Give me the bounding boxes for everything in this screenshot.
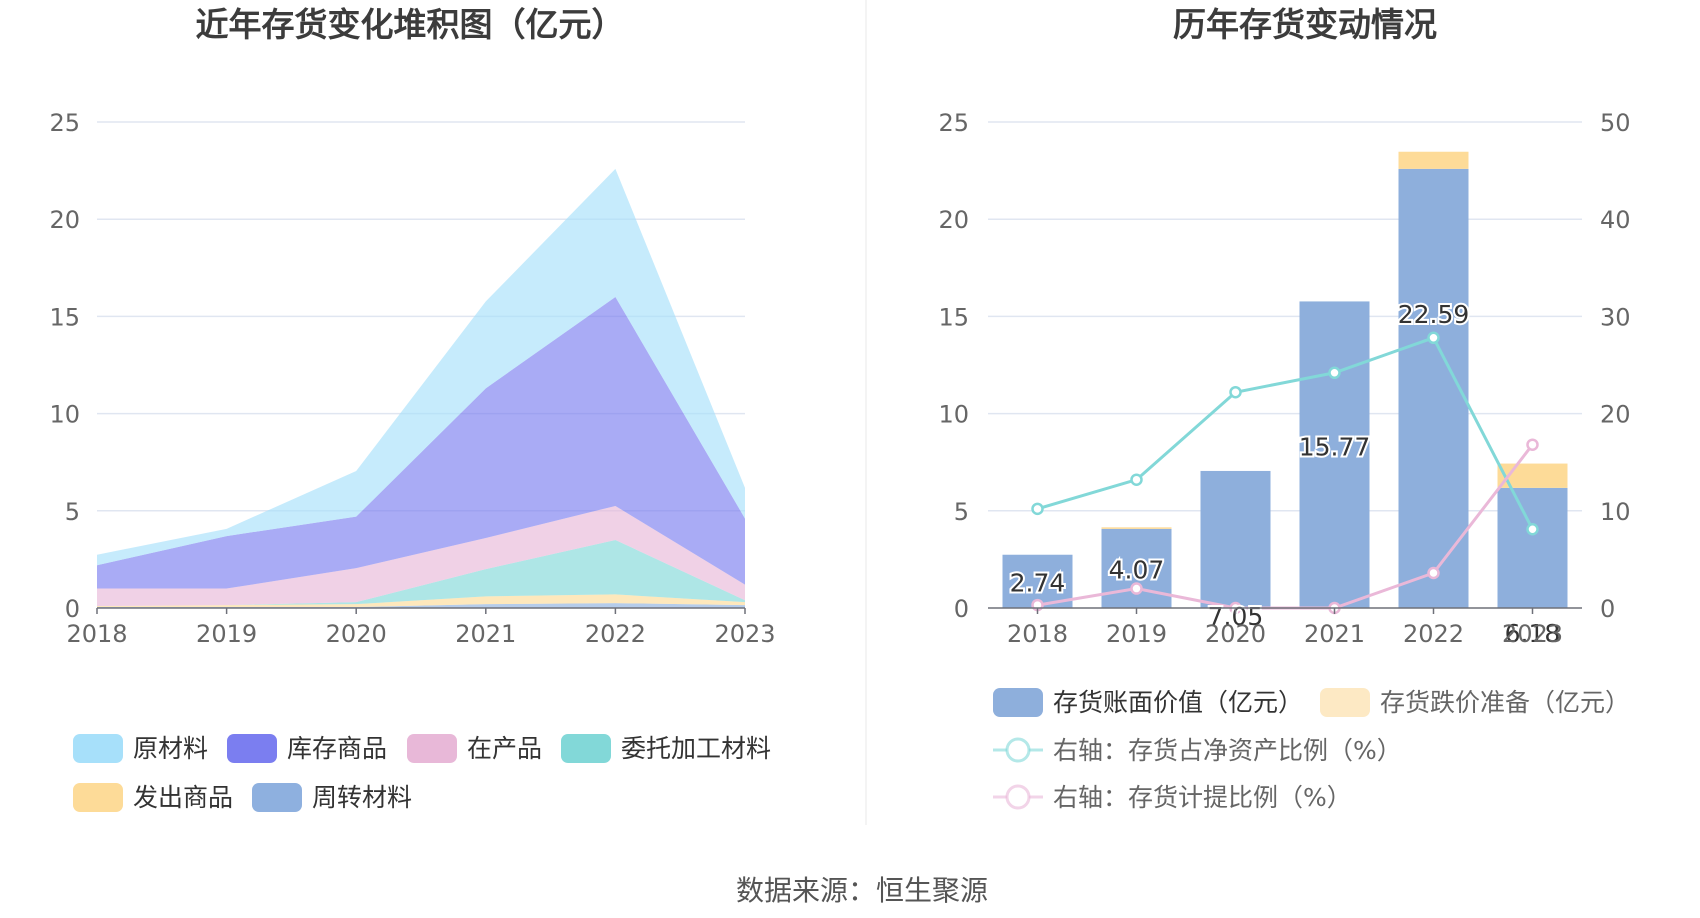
right-left-y-tick-label: 0 bbox=[954, 595, 969, 623]
legend-marker bbox=[1005, 784, 1031, 810]
legend-swatch bbox=[561, 734, 611, 763]
left-y-tick-label: 0 bbox=[65, 595, 80, 623]
right-legend-item[interactable]: 右轴：存货计提比例（%） bbox=[993, 783, 1352, 812]
bar-data-label: 7.05 bbox=[1208, 602, 1264, 631]
left-x-tick-label: 2022 bbox=[585, 620, 646, 648]
left-y-tick-label: 5 bbox=[65, 498, 80, 526]
bar-book-value bbox=[1497, 487, 1568, 608]
legend-swatch bbox=[227, 734, 277, 763]
legend-label: 库存商品 bbox=[287, 734, 387, 763]
left-legend-item[interactable]: 周转材料 bbox=[252, 783, 412, 812]
right-right-y-tick-label: 20 bbox=[1600, 401, 1631, 429]
inventory-change-combo-chart: 历年存货变动情况 0 5 10 15 20 25 0 10 20 30 40 50 2.74 4.07 7… bbox=[938, 5, 1630, 812]
bar-impairment-reserve bbox=[1398, 151, 1469, 169]
legend-label: 右轴：存货计提比例（%） bbox=[1053, 783, 1352, 812]
left-x-tick-label: 2021 bbox=[455, 620, 516, 648]
legend-swatch bbox=[252, 783, 302, 812]
left-chart-title: 近年存货变化堆积图（亿元） bbox=[196, 5, 625, 44]
bar-book-value bbox=[1200, 470, 1271, 608]
right-x-tick-label: 2020 bbox=[1205, 620, 1266, 648]
legend-label: 存货跌价准备（亿元） bbox=[1380, 688, 1630, 717]
left-y-tick-label: 10 bbox=[49, 401, 80, 429]
line-point bbox=[1427, 566, 1440, 580]
right-right-y-tick-label: 30 bbox=[1600, 303, 1631, 331]
area-series-2 bbox=[97, 539, 745, 607]
line-point bbox=[1526, 523, 1539, 536]
legend-swatch bbox=[73, 783, 123, 812]
left-x-tick-label: 2020 bbox=[326, 620, 387, 648]
area-series-5 bbox=[97, 168, 745, 566]
right-right-y-tick-label: 0 bbox=[1600, 595, 1615, 623]
right-x-tick-label: 2023 bbox=[1502, 620, 1563, 648]
left-x-tick-label: 2023 bbox=[714, 620, 775, 648]
legend-swatch bbox=[1320, 688, 1370, 717]
right-legend-item[interactable]: 存货跌价准备（亿元） bbox=[1320, 688, 1630, 717]
right-left-y-tick-label: 15 bbox=[938, 303, 969, 331]
legend-label: 在产品 bbox=[467, 734, 542, 763]
right-legend-item[interactable]: 右轴：存货占净资产比例（%） bbox=[993, 736, 1402, 765]
left-x-tick-label: 2018 bbox=[66, 620, 127, 648]
legend-label: 右轴：存货占净资产比例（%） bbox=[1053, 736, 1402, 765]
line-point bbox=[1328, 366, 1341, 380]
bar-data-label: 22.59 bbox=[1398, 300, 1470, 329]
bar-book-value bbox=[1398, 168, 1469, 608]
legend-label: 周转材料 bbox=[312, 783, 412, 812]
area-series-4 bbox=[97, 296, 745, 589]
left-y-tick-label: 20 bbox=[49, 206, 80, 234]
bar-book-value bbox=[1299, 301, 1370, 608]
bar-data-label: 15.77 bbox=[1299, 432, 1371, 461]
right-left-y-tick-label: 10 bbox=[938, 401, 969, 429]
left-legend-item[interactable]: 在产品 bbox=[407, 734, 542, 763]
left-legend-item[interactable]: 委托加工材料 bbox=[561, 734, 771, 763]
legend-swatch bbox=[407, 734, 457, 763]
right-chart-title: 历年存货变动情况 bbox=[1173, 5, 1437, 44]
left-legend-item[interactable]: 原材料 bbox=[73, 734, 208, 763]
bar-data-label: 2.74 bbox=[1010, 568, 1066, 597]
left-legend-item[interactable]: 库存商品 bbox=[227, 734, 387, 763]
legend-marker bbox=[1005, 737, 1031, 763]
bar-data-label: 6.18 bbox=[1505, 619, 1561, 648]
legend-swatch bbox=[73, 734, 123, 763]
right-x-tick-label: 2019 bbox=[1106, 620, 1167, 648]
line-series-0 bbox=[1037, 335, 1534, 530]
line-point bbox=[1130, 473, 1143, 486]
legend-label: 委托加工材料 bbox=[621, 734, 771, 763]
right-x-tick-label: 2021 bbox=[1304, 620, 1365, 648]
area-series-3 bbox=[97, 505, 745, 607]
data-source-note: 数据来源：恒生聚源 bbox=[736, 874, 988, 907]
legend-swatch bbox=[993, 688, 1043, 717]
right-left-y-tick-label: 20 bbox=[938, 206, 969, 234]
area-series-1 bbox=[97, 594, 745, 608]
right-right-y-tick-label: 50 bbox=[1600, 109, 1631, 137]
right-right-y-tick-label: 10 bbox=[1600, 498, 1631, 526]
line-point bbox=[1130, 582, 1143, 595]
line-point bbox=[1427, 331, 1440, 345]
bar-book-value bbox=[1101, 528, 1172, 608]
legend-label: 存货账面价值（亿元） bbox=[1053, 688, 1303, 717]
left-y-tick-label: 15 bbox=[49, 303, 80, 331]
right-x-tick-label: 2022 bbox=[1403, 620, 1464, 648]
line-point bbox=[1031, 502, 1044, 516]
right-x-tick-label: 2018 bbox=[1007, 620, 1068, 648]
left-x-tick-label: 2019 bbox=[196, 620, 257, 648]
line-point bbox=[1229, 385, 1242, 399]
legend-label: 发出商品 bbox=[133, 783, 233, 812]
line-point bbox=[1526, 438, 1539, 451]
inventory-stacked-area-chart: 近年存货变化堆积图（亿元） 0 5 10 15 20 25 2018 2019 2020 202… bbox=[49, 5, 776, 812]
left-y-tick-label: 25 bbox=[49, 109, 80, 137]
bar-impairment-reserve bbox=[1101, 527, 1172, 529]
left-legend-item[interactable]: 发出商品 bbox=[73, 783, 233, 812]
right-left-y-tick-label: 25 bbox=[938, 109, 969, 137]
right-legend-item[interactable]: 存货账面价值（亿元） bbox=[993, 688, 1303, 717]
bar-data-label: 4.07 bbox=[1109, 555, 1165, 584]
right-left-y-tick-label: 5 bbox=[954, 498, 969, 526]
right-right-y-tick-label: 40 bbox=[1600, 206, 1631, 234]
legend-label: 原材料 bbox=[133, 734, 208, 763]
